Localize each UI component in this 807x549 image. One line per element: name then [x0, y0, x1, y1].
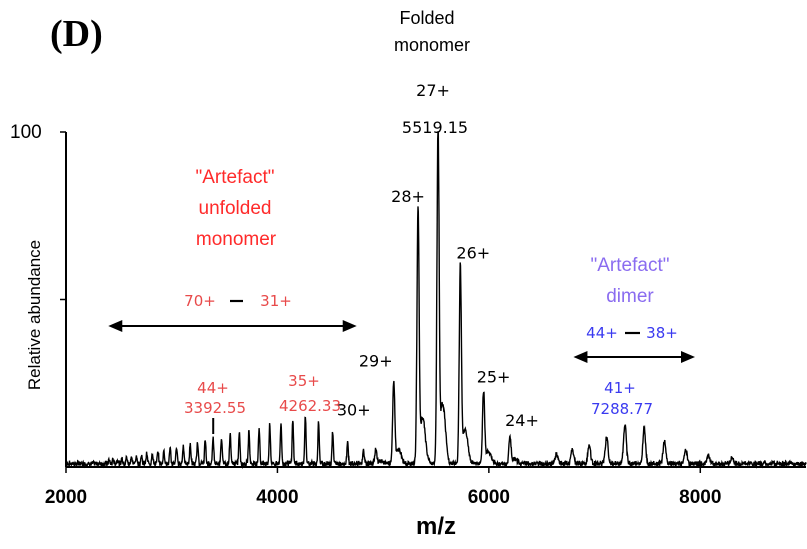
- unfolded-range-arrow: [108, 320, 357, 332]
- dimer-range-start: 44+: [586, 324, 618, 342]
- y-tick-label-100: 100: [10, 122, 42, 143]
- folded-monomer-title-line2: monomer: [394, 35, 470, 55]
- unfolded-range-end: 31+: [260, 292, 292, 310]
- folded-peak-labels: 30+ 29+ 28+ 27+ 26+ 25+ 24+: [337, 81, 539, 430]
- x-tick-label-6000: 6000: [468, 487, 510, 508]
- unfolded-peak2-charge: 35+: [288, 372, 320, 390]
- unfolded-peak-value: 3392.55: [184, 399, 246, 417]
- folded-peak-label-27: 27+: [416, 81, 450, 100]
- unfolded-peak-charge: 44+: [197, 379, 229, 397]
- dimer-title-line2: dimer: [606, 286, 654, 307]
- arrow-head-right: [681, 351, 695, 363]
- dimer-peak-value: 7288.77: [591, 400, 653, 418]
- folded-peak-label-28: 28+: [391, 187, 425, 206]
- dimer-range-arrow: [573, 351, 695, 363]
- dimer-peak-charge: 41+: [604, 379, 636, 397]
- unfolded-peak2-value: 4262.33: [279, 397, 341, 415]
- dimer-range-end: 38+: [646, 324, 678, 342]
- x-tick-label-4000: 4000: [256, 487, 298, 508]
- folded-peak-label-26: 26+: [456, 244, 490, 263]
- dimer-title-line1: "Artefact": [591, 255, 670, 276]
- folded-peak-label-24: 24+: [505, 411, 539, 430]
- spectrum-trace: [65, 131, 807, 470]
- unfolded-range-start: 70+: [184, 292, 216, 310]
- unfolded-title-line2: unfolded: [199, 198, 272, 219]
- arrow-head-left: [108, 320, 123, 332]
- arrow-head-right: [342, 320, 357, 332]
- y-axis-label: Relative abundance: [25, 240, 44, 390]
- folded-monomer-title-line1: Folded: [399, 8, 454, 28]
- arrow-head-left: [573, 351, 588, 363]
- folded-peak-label-29: 29+: [359, 352, 393, 371]
- x-tick-label-2000: 2000: [45, 487, 87, 508]
- panel-label: (D): [50, 13, 103, 55]
- unfolded-title-line3: monomer: [196, 229, 277, 250]
- x-tick-label-8000: 8000: [679, 487, 721, 508]
- axes: 100 2000 4000 6000 8000: [10, 122, 806, 508]
- unfolded-title-line1: "Artefact": [196, 167, 275, 188]
- folded-max-peak-value: 5519.15: [402, 118, 468, 137]
- x-axis-label: m/z: [416, 513, 456, 540]
- folded-peak-label-30: 30+: [337, 401, 371, 420]
- folded-peak-label-25: 25+: [477, 368, 511, 387]
